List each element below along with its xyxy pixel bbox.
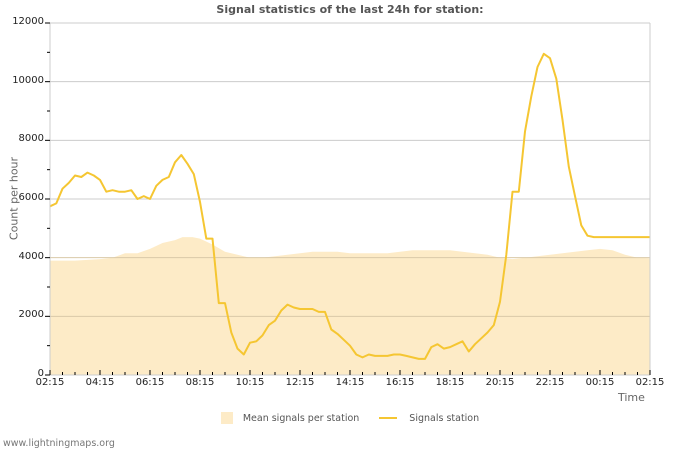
y-tick-label: 4000 <box>18 250 44 262</box>
x-tick-label: 20:15 <box>485 377 515 388</box>
x-tick-label: 02:15 <box>35 377 65 388</box>
legend: Mean signals per station Signals station <box>0 412 700 424</box>
line-swatch-icon <box>379 417 398 419</box>
y-tick-label: 6000 <box>18 192 44 203</box>
x-tick-label: 08:15 <box>185 377 215 388</box>
legend-label: Mean signals per station <box>242 412 360 424</box>
x-tick-label: 10:15 <box>235 377 265 388</box>
axes <box>45 22 651 376</box>
signals-station-line <box>49 52 650 360</box>
chart-title: Signal statistics of the last 24h for st… <box>216 3 484 16</box>
y-tick-label: 2000 <box>18 309 44 321</box>
legend-item-mean-signals[interactable]: Mean signals per station <box>220 412 360 424</box>
x-tick-label: 18:15 <box>435 377 465 388</box>
x-tick-label: 12:15 <box>285 377 315 388</box>
y-tick-label: 10000 <box>12 74 44 86</box>
x-tick-label: 14:15 <box>335 377 365 388</box>
y-tick-label: 8000 <box>18 133 44 145</box>
y-tick-label: 12000 <box>12 16 44 27</box>
site-credit: www.lightningmaps.org <box>3 438 115 449</box>
x-axis-label: Time <box>618 391 645 404</box>
x-tick-label: 02:15 <box>635 377 665 388</box>
mean-signals-area <box>50 237 650 375</box>
x-tick-label: 00:15 <box>585 377 615 388</box>
x-tick-label: 04:15 <box>85 377 115 388</box>
x-tick-label: 16:15 <box>385 377 415 388</box>
area-swatch-icon <box>220 412 233 424</box>
y-axis-label: Count per hour <box>7 156 21 241</box>
legend-label: Signals station <box>409 412 480 424</box>
y-tick-label: 0 <box>37 368 44 379</box>
x-tick-label: 06:15 <box>135 377 165 388</box>
legend-item-signals-station[interactable]: Signals station <box>379 413 479 424</box>
x-tick-label: 22:15 <box>535 377 565 388</box>
